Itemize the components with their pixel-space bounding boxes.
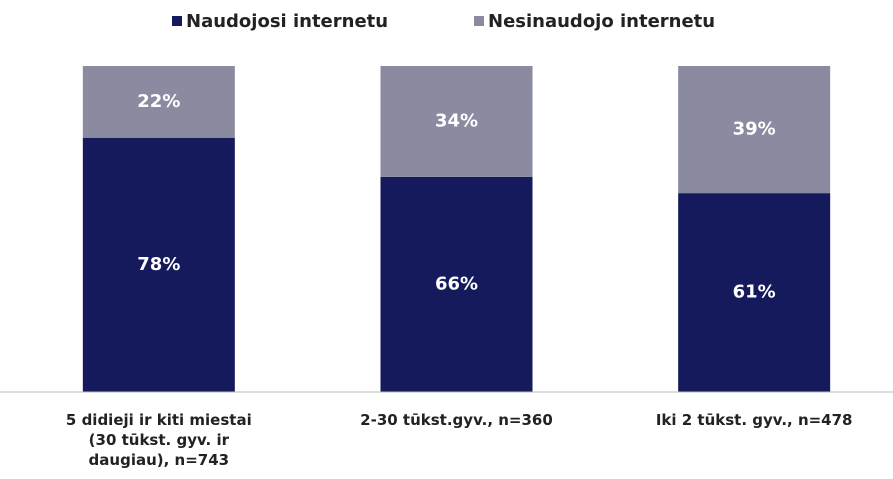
bar-segment bbox=[380, 176, 533, 392]
bar-segment bbox=[82, 137, 235, 392]
x-tick-label: Iki 2 tūkst. gyv., n=478 bbox=[656, 411, 853, 429]
legend-label: Nesinaudojo internetu bbox=[488, 11, 715, 32]
data-label: 22% bbox=[137, 91, 180, 112]
legend-marker bbox=[172, 16, 182, 26]
legend-label: Naudojosi internetu bbox=[186, 11, 388, 32]
data-label: 61% bbox=[733, 282, 776, 303]
bar-segment bbox=[678, 193, 831, 392]
data-label: 78% bbox=[137, 254, 180, 275]
bar-segment bbox=[380, 66, 533, 177]
x-tick-label: 5 didieji ir kiti miestai (30 tūkst. gyv.… bbox=[66, 411, 252, 469]
data-label: 66% bbox=[435, 273, 478, 294]
bar-segment bbox=[678, 66, 831, 194]
legend-marker bbox=[474, 16, 484, 26]
x-tick-label: 2-30 tūkst.gyv., n=360 bbox=[360, 411, 553, 429]
data-label: 39% bbox=[733, 119, 776, 140]
bar-segment bbox=[82, 66, 235, 138]
data-label: 34% bbox=[435, 110, 478, 131]
